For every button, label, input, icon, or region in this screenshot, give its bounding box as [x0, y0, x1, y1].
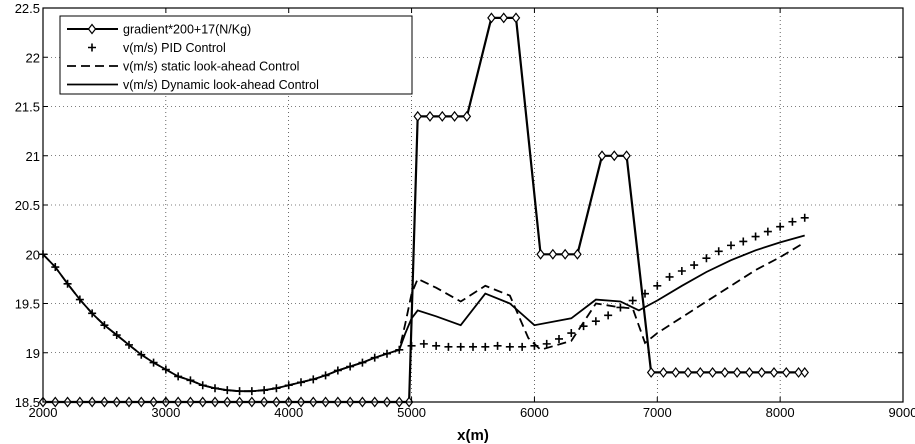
y-tick-label: 19.5 [15, 297, 40, 312]
gradient-point-marker [646, 366, 656, 378]
pid-point-marker [800, 213, 809, 222]
pid-point-marker [788, 217, 797, 226]
gradient-point-marker [720, 366, 730, 378]
gradient-point-marker [511, 12, 521, 24]
x-tick-label: 9000 [889, 405, 915, 420]
pid-point-marker [739, 237, 748, 246]
legend-box [59, 15, 413, 95]
gradient-point-marker [536, 248, 545, 260]
pid-point-marker [653, 281, 662, 290]
pid-point-marker [727, 241, 735, 250]
y-tick-label: 21.5 [15, 100, 40, 115]
legend-label: v(m/s) Dynamic look-ahead Control [123, 78, 319, 92]
gradient-point-marker [499, 12, 508, 24]
pid-point-marker [542, 339, 551, 348]
legend: gradient*200+17(N/Kg) v(m/s) PID Control v… [59, 15, 413, 95]
y-tick-label: 21 [26, 149, 40, 164]
gradient-point-marker [800, 366, 809, 378]
gradient-point-marker [462, 110, 472, 122]
pid-point-marker [702, 254, 711, 263]
legend-swatch-marker [88, 43, 96, 52]
y-tick-label: 22 [26, 50, 40, 65]
pid-point-marker [481, 342, 490, 351]
axis-ticks: 2000 3000 4000 5000 6000 7000 8000 9000 18.5 19 19… [15, 1, 915, 420]
pid-point-marker [690, 261, 699, 270]
gradient-point-marker [696, 366, 705, 378]
pid-point-marker [628, 296, 637, 305]
pid-point-marker [665, 272, 674, 281]
y-tick-label: 18.5 [15, 395, 40, 410]
pid-point-marker [469, 342, 477, 351]
pid-point-marker [677, 266, 686, 275]
y-tick-label: 22.5 [15, 1, 40, 16]
pid-point-marker [432, 341, 441, 350]
gradient-point-marker [659, 366, 668, 378]
gradient-point-marker [425, 110, 435, 122]
gradient-point-marker [708, 366, 717, 378]
pid-point-marker [493, 341, 502, 350]
gradient-point-marker [671, 366, 680, 378]
gradient-point-marker [782, 366, 791, 378]
gradient-point-marker [610, 150, 619, 162]
dynamic-lookahead-line [42, 234, 805, 393]
legend-swatch-marker [87, 23, 97, 35]
pid-point-marker [555, 334, 563, 343]
gradient-point-marker [438, 110, 447, 122]
gradient-point-marker [732, 366, 742, 378]
pid-point-marker [567, 329, 576, 338]
x-tick-label: 8000 [766, 405, 795, 420]
gradient-point-marker [487, 12, 496, 24]
pid-point-marker [714, 247, 723, 256]
legend-label: gradient*200+17(N/Kg) [123, 23, 251, 37]
gradient-point-marker [597, 150, 607, 162]
y-tick-label: 19 [26, 346, 40, 361]
pid-point-marker [591, 317, 600, 326]
gradient-point-marker [548, 248, 558, 260]
legend-label: v(m/s) static look-ahead Control [123, 60, 299, 74]
x-tick-label: 7000 [643, 405, 672, 420]
pid-point-marker [518, 342, 527, 351]
pid-point-marker [604, 311, 613, 320]
pid-point-marker [776, 222, 785, 231]
pid-point-marker [763, 227, 772, 236]
series-4 [42, 234, 805, 393]
x-tick-label: 6000 [520, 405, 549, 420]
y-tick-label: 20.5 [15, 198, 40, 213]
x-tick-label: 2000 [29, 405, 58, 420]
legend-label: v(m/s) PID Control [123, 41, 226, 55]
gradient-point-marker [757, 366, 766, 378]
pid-point-marker [641, 289, 649, 298]
pid-point-marker [751, 232, 760, 241]
pid-point-marker [456, 342, 465, 351]
gradient-point-marker [683, 366, 693, 378]
gradient-point-marker [450, 110, 459, 122]
gradient-point-marker [413, 110, 422, 122]
gradient-point-marker [573, 248, 582, 260]
gradient-point-marker [769, 366, 779, 378]
pid-point-marker [407, 341, 416, 350]
pid-point-marker [505, 342, 514, 351]
x-tick-label: 5000 [397, 405, 426, 420]
gradient-point-marker [794, 366, 803, 378]
gradient-point-marker [560, 248, 570, 260]
gradient-point-marker [622, 150, 631, 162]
x-axis-label: x(m) [457, 427, 489, 444]
pid-point-marker [419, 339, 428, 348]
x-tick-label: 3000 [151, 405, 180, 420]
y-tick-label: 20 [26, 247, 40, 262]
pid-point-marker [444, 342, 453, 351]
x-tick-label: 4000 [274, 405, 303, 420]
gradient-point-marker [745, 366, 754, 378]
